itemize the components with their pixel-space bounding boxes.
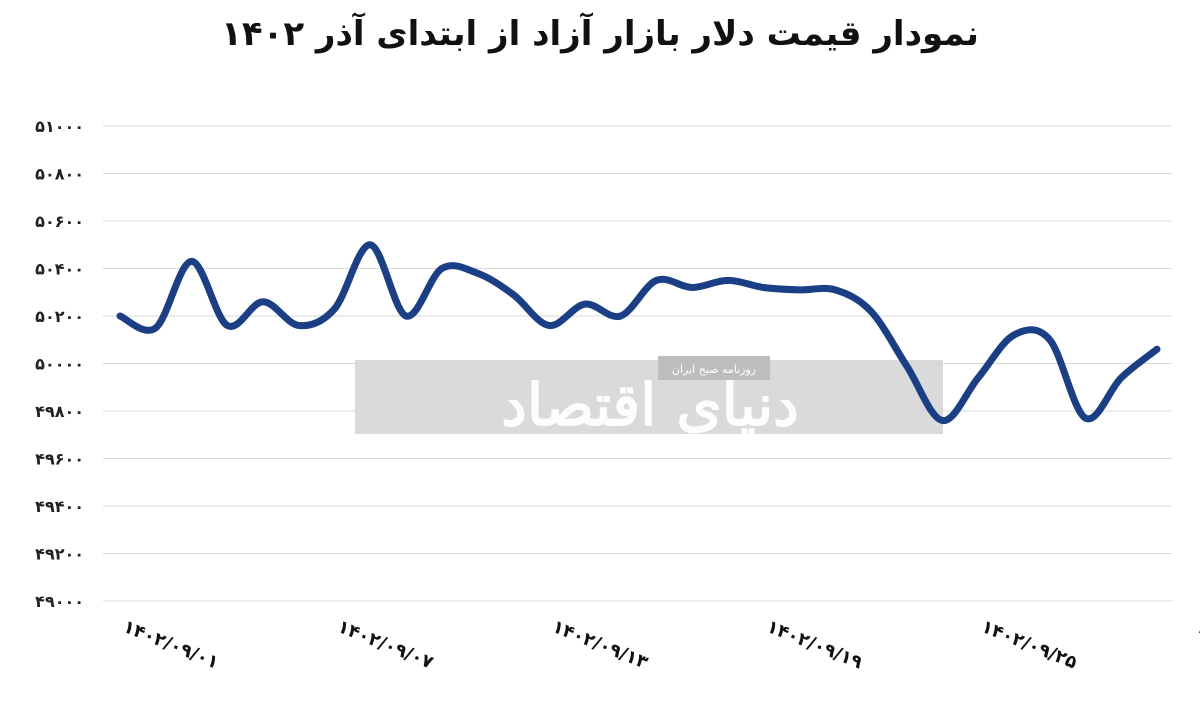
watermark: دنیای اقتصاد روزنامه صبح ایران <box>355 356 943 439</box>
x-tick-label: ۱۴۰۲/۰۹/۱۳ <box>549 616 651 673</box>
y-tick-label: ۵۱۰۰۰ <box>35 117 84 136</box>
watermark-sub-text: روزنامه صبح ایران <box>672 363 756 376</box>
y-tick-label: ۵۰۶۰۰ <box>35 212 84 231</box>
x-tick-label: ۱۴۰۲/۰۹/۰۱ <box>120 616 222 673</box>
x-tick-label: ۱۴۰۲/۱۰/۰۲ <box>1193 616 1200 673</box>
series-line <box>116 241 1161 424</box>
watermark-sub-box <box>658 356 770 380</box>
y-tick-label: ۵۰۴۰۰ <box>35 260 84 279</box>
y-tick-label: ۴۹۶۰۰ <box>35 450 84 469</box>
y-tick-label: ۵۰۰۰۰ <box>35 355 84 374</box>
x-tick-label: ۱۴۰۲/۰۹/۲۵ <box>978 616 1080 673</box>
y-tick-label: ۵۰۸۰۰ <box>35 165 84 184</box>
y-tick-label: ۴۹۰۰۰ <box>35 592 84 611</box>
x-tick-label: ۱۴۰۲/۰۹/۱۹ <box>764 616 866 673</box>
watermark-main-text: دنیای اقتصاد <box>501 371 799 439</box>
x-tick-label: ۱۴۰۲/۰۹/۰۷ <box>335 616 437 673</box>
y-axis-ticks: ۵۱۰۰۰ ۵۰۸۰۰ ۵۰۶۰۰ ۵۰۴۰۰ ۵۰۲۰۰ ۵۰۰۰۰ ۴۹۸۰۰ ۴۹۶۰۰… <box>35 117 84 611</box>
y-tick-label: ۴۹۴۰۰ <box>35 497 84 516</box>
x-axis-ticks: ۱۴۰۲/۰۹/۰۱ ۱۴۰۲/۰۹/۰۷ ۱۴۰۲/۰۹/۱۳ ۱۴۰۲/۰۹/۱۹… <box>120 616 1200 673</box>
watermark-box <box>355 360 943 434</box>
y-tick-label: ۴۹۸۰۰ <box>35 402 84 421</box>
chart-title: نمودار قیمت دلار بازار آزاد از ابتدای آذ… <box>221 14 979 54</box>
y-tick-label: ۴۹۲۰۰ <box>35 545 84 564</box>
y-tick-label: ۵۰۲۰۰ <box>35 307 84 326</box>
